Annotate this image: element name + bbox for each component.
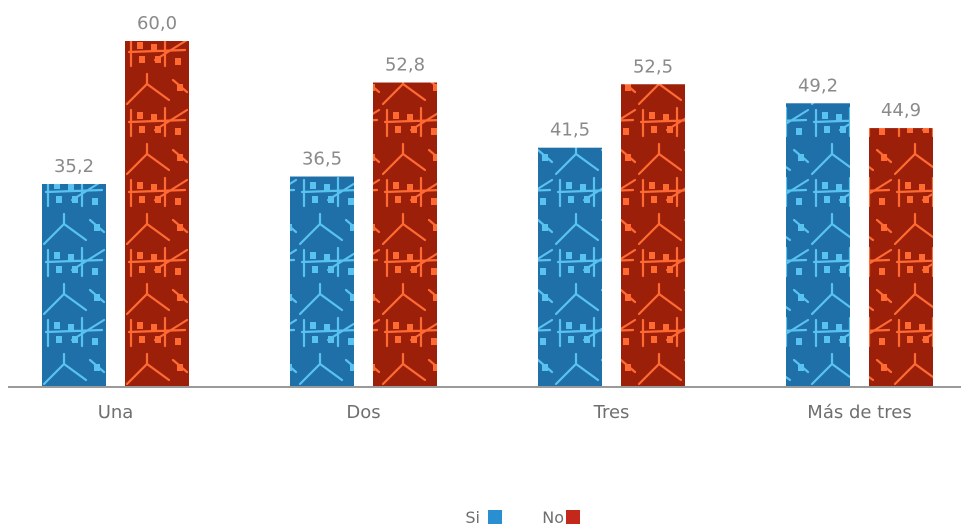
legend-swatch-no — [566, 510, 580, 524]
bars-layer — [42, 41, 933, 388]
bar-no-mas-de-tres — [869, 128, 933, 387]
legend-label-no: No — [542, 508, 564, 526]
bar-si-mas-de-tres — [786, 103, 850, 387]
data-label-si-mas-de-tres: 49,2 — [798, 75, 838, 96]
bar-no-una — [125, 41, 189, 387]
legend-swatch-si — [488, 510, 502, 524]
bar-no-tres — [621, 84, 685, 387]
data-label-si-una: 35,2 — [54, 156, 94, 177]
x-tick-label-mas-de-tres: Más de tres — [807, 402, 911, 423]
data-label-no-mas-de-tres: 44,9 — [881, 100, 921, 121]
data-label-no-una: 60,0 — [137, 13, 177, 34]
data-label-no-tres: 52,5 — [633, 56, 673, 77]
labels-layer: 35,2 60,0 36,5 52,8 41,5 52,5 49,2 44,9 — [54, 13, 921, 177]
bar-si-tres — [538, 147, 602, 387]
x-tick-label-una: Una — [98, 402, 134, 423]
x-tick-label-tres: Tres — [593, 402, 630, 423]
legend-label-si: Si — [465, 508, 480, 526]
legend: Si No — [465, 508, 580, 527]
x-tick-label-dos: Dos — [346, 402, 380, 423]
bar-si-dos — [290, 176, 354, 387]
bar-si-una — [42, 184, 106, 387]
data-label-si-dos: 36,5 — [302, 149, 342, 170]
data-label-si-tres: 41,5 — [550, 120, 590, 141]
data-label-no-dos: 52,8 — [385, 55, 425, 76]
x-tick-labels: Una Dos Tres Más de tres — [98, 402, 912, 423]
bar-no-dos — [373, 82, 437, 388]
